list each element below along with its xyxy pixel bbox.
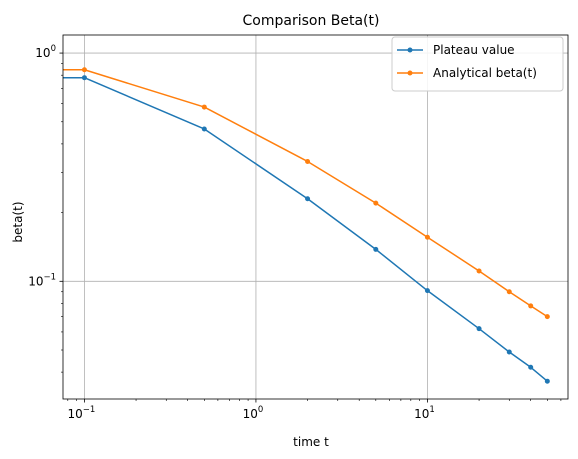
chart-title: Comparison Beta(t) xyxy=(243,13,380,29)
series-line-plateau-value xyxy=(63,76,548,382)
x-tick-label: 100 xyxy=(243,405,264,421)
data-point-analytical-beta-t xyxy=(81,67,87,73)
data-point-analytical-beta-t xyxy=(424,234,430,240)
plot-frame xyxy=(62,34,569,400)
legend-marker-analytical-beta xyxy=(407,70,413,76)
tick-layer: 10−1 100 101 10−1 100 xyxy=(28,44,435,421)
data-point-plateau-value xyxy=(506,349,512,355)
data-point-analytical-beta-t xyxy=(305,158,311,164)
data-point-analytical-beta-t xyxy=(506,289,512,295)
x-tick-label: 10−1 xyxy=(68,405,96,421)
legend-label-analytical-beta: Analytical beta(t) xyxy=(433,66,537,80)
data-point-plateau-value xyxy=(528,364,534,370)
y-tick-label: 100 xyxy=(35,44,56,60)
data-point-plateau-value xyxy=(544,378,550,384)
data-point-analytical-beta-t xyxy=(201,104,207,110)
y-axis-label: beta(t) xyxy=(11,201,25,242)
legend: Plateau value Analytical beta(t) xyxy=(391,36,564,92)
legend-label-plateau-value: Plateau value xyxy=(433,43,515,57)
series-layer xyxy=(63,67,550,384)
data-point-analytical-beta-t xyxy=(373,200,379,206)
legend-entry-plateau-value: Plateau value xyxy=(397,43,515,57)
data-point-plateau-value xyxy=(373,246,379,252)
legend-box xyxy=(391,36,564,92)
data-point-plateau-value xyxy=(476,326,482,332)
x-axis-label: time t xyxy=(293,435,329,449)
legend-entry-analytical-beta: Analytical beta(t) xyxy=(397,66,537,80)
data-point-plateau-value xyxy=(305,196,311,202)
data-point-plateau-value xyxy=(424,288,430,294)
data-point-analytical-beta-t xyxy=(528,303,534,309)
y-tick-label: 10−1 xyxy=(28,272,56,288)
data-point-plateau-value xyxy=(201,126,207,132)
data-point-analytical-beta-t xyxy=(476,268,482,274)
x-tick-label: 101 xyxy=(414,405,435,421)
data-point-analytical-beta-t xyxy=(544,314,550,320)
legend-marker-plateau-value xyxy=(407,47,413,53)
series-line-analytical-beta-t xyxy=(63,69,548,318)
data-point-plateau-value xyxy=(81,75,87,81)
